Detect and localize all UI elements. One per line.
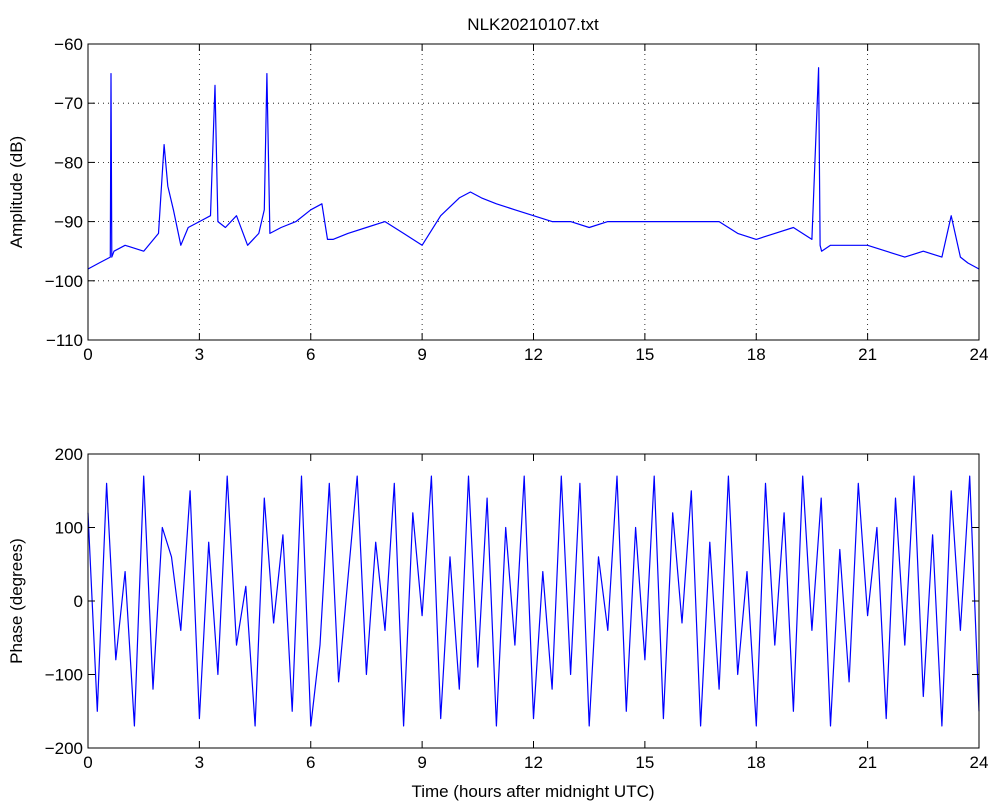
phase-xtick-label-9: 9 <box>417 753 426 772</box>
amplitude-xtick-label-6: 6 <box>306 345 315 364</box>
phase-xtick-label-15: 15 <box>635 753 654 772</box>
phase-ytick-label-200: 200 <box>55 445 83 464</box>
phase-xtick-label-0: 0 <box>83 753 92 772</box>
phase-xtick-label-18: 18 <box>747 753 766 772</box>
amplitude-plot: 0 3 6 9 12 15 18 21 24 −110 −100 −90 −80 −70 −60 NLK20… <box>7 15 988 364</box>
amplitude-xtick-label-15: 15 <box>635 345 654 364</box>
amplitude-ticks: 0 3 6 9 12 15 18 21 24 −110 −100 −90 −80 −70 −60 <box>45 35 989 364</box>
phase-series-line <box>87 475 980 727</box>
amplitude-xtick-label-9: 9 <box>417 345 426 364</box>
amplitude-ytick-label--70: −70 <box>54 94 83 113</box>
phase-ticks: 0 3 6 9 12 15 18 21 24 −200 −100 0 100 200 <box>45 445 989 772</box>
amplitude-ylabel: Amplitude (dB) <box>7 136 26 248</box>
amplitude-xtick-label-12: 12 <box>524 345 543 364</box>
phase-ytick-label--200: −200 <box>45 739 83 758</box>
phase-xtick-label-21: 21 <box>858 753 877 772</box>
amplitude-ytick-label--90: −90 <box>54 213 83 232</box>
phase-xtick-label-12: 12 <box>524 753 543 772</box>
amplitude-series <box>87 67 980 270</box>
amplitude-series-line <box>87 67 980 270</box>
amplitude-title: NLK20210107.txt <box>467 15 599 34</box>
amplitude-xtick-label-18: 18 <box>747 345 766 364</box>
amplitude-xtick-label-0: 0 <box>83 345 92 364</box>
phase-ytick-label-0: 0 <box>74 592 83 611</box>
phase-ylabel: Phase (degrees) <box>7 538 26 664</box>
amplitude-ytick-label--80: −80 <box>54 153 83 172</box>
phase-ytick-label--100: −100 <box>45 666 83 685</box>
phase-plot: 0 3 6 9 12 15 18 21 24 −200 −100 0 100 200 Time (hour… <box>7 445 988 801</box>
amplitude-xtick-label-21: 21 <box>858 345 877 364</box>
amplitude-ytick-label--60: −60 <box>54 35 83 54</box>
amplitude-ytick-label--110: −110 <box>46 331 83 350</box>
phase-series <box>87 475 980 727</box>
phase-xlabel: Time (hours after midnight UTC) <box>411 782 654 801</box>
phase-xtick-label-24: 24 <box>970 753 989 772</box>
amplitude-ytick-label--100: −100 <box>45 272 83 291</box>
amplitude-xtick-label-24: 24 <box>970 345 989 364</box>
phase-xtick-label-3: 3 <box>195 753 204 772</box>
phase-xtick-label-6: 6 <box>306 753 315 772</box>
amplitude-xtick-label-3: 3 <box>195 345 204 364</box>
amplitude-grid <box>88 44 979 340</box>
phase-ytick-label-100: 100 <box>55 519 83 538</box>
